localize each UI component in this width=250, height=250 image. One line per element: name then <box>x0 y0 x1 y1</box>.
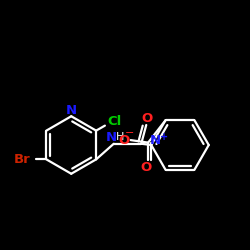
Text: N: N <box>66 104 77 117</box>
Text: Br: Br <box>14 153 30 166</box>
Text: Cl: Cl <box>107 116 122 128</box>
Text: +: + <box>160 132 168 142</box>
Text: N: N <box>150 134 161 146</box>
Text: O: O <box>140 160 152 173</box>
Text: H: H <box>116 132 124 142</box>
Text: O: O <box>119 134 130 146</box>
Text: −: − <box>125 128 134 138</box>
Text: N: N <box>106 131 117 144</box>
Text: O: O <box>142 112 153 125</box>
